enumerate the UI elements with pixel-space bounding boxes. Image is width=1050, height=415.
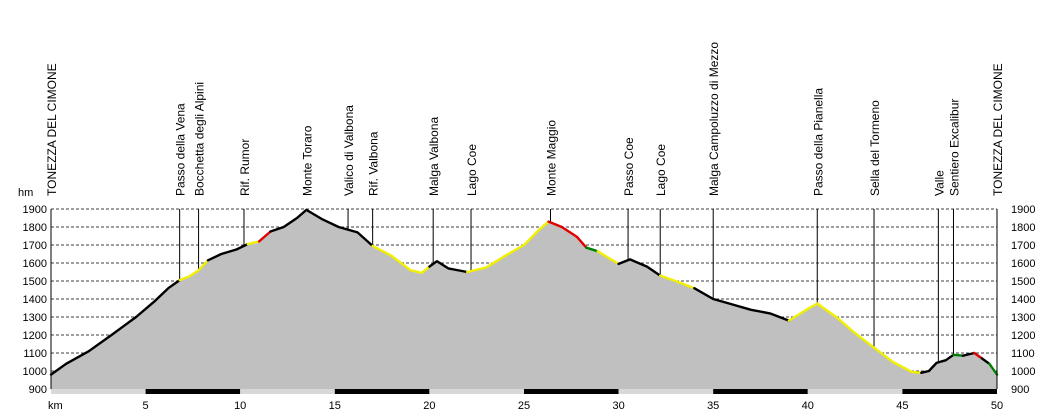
scale-bar-segment: [240, 389, 335, 394]
x-tick-label: 15: [329, 400, 341, 412]
profile-segment-yellow: [466, 220, 550, 274]
profile-segment-black: [920, 353, 955, 374]
y-tick-label-right: 1700: [1011, 240, 1035, 252]
profile-line: [49, 208, 999, 376]
elevation-area: [51, 209, 997, 389]
waypoint-label: Monte Maggio: [544, 120, 558, 196]
profile-segment-black: [49, 278, 181, 376]
y-axis-unit-label: hm: [18, 187, 33, 199]
profile-segment-black: [693, 287, 791, 322]
waypoint-label: Valle: [932, 170, 946, 196]
scale-bar-segment: [713, 389, 808, 394]
y-tick-label-left: 1500: [23, 276, 47, 288]
scale-bar-segment: [524, 389, 619, 394]
x-axis-unit-label: km: [48, 400, 63, 412]
x-tick-label: 35: [707, 400, 719, 412]
profile-segment-yellow: [371, 244, 431, 275]
y-tick-label-left: 1200: [23, 330, 47, 342]
scale-bar-segment: [51, 389, 146, 394]
profile-segment-black: [617, 258, 662, 277]
y-tick-label-left: 1900: [23, 204, 47, 216]
y-tick-label-left: 900: [29, 384, 47, 396]
y-tick-label-right: 1400: [1011, 294, 1035, 306]
y-tick-label-right: 1500: [1011, 276, 1035, 288]
waypoint-label: Passo della Pianella: [811, 88, 825, 196]
x-tick-label: 30: [612, 400, 624, 412]
waypoint-label: Malga Campoluzzo di Mezzo: [707, 42, 721, 196]
profile-segment-green: [952, 353, 965, 357]
y-tick-label-right: 1800: [1011, 222, 1035, 234]
waypoint-label: Lago Coe: [465, 144, 479, 196]
waypoint-label: TONEZZA DEL CIMONE: [45, 63, 59, 196]
y-tick-label-right: 1600: [1011, 258, 1035, 270]
profile-segment-black: [980, 357, 991, 365]
profile-segment-yellow: [787, 302, 923, 374]
y-tick-label-right: 1300: [1011, 312, 1035, 324]
profile-area: [51, 209, 997, 389]
waypoint-label: Valico di Valbona: [342, 105, 356, 196]
profile-segment-black: [961, 351, 976, 357]
y-tick-label-left: 1600: [23, 258, 47, 270]
profile-segment-red: [547, 220, 563, 229]
profile-segment-red: [575, 235, 588, 249]
profile-segment-red: [560, 225, 579, 239]
profile-segment-green: [988, 362, 999, 376]
x-tick-label: 10: [234, 400, 246, 412]
axes: 900 900 1000 1000 1100 1100 1200 1200 1300 1300 14…: [23, 204, 1036, 412]
waypoint-markers: TONEZZA DEL CIMONE Passo della Vena Bocche…: [45, 42, 1005, 363]
waypoint-label: Lago Coe: [654, 144, 668, 196]
y-tick-label-left: 1700: [23, 240, 47, 252]
waypoint-label: Monte Toraro: [300, 125, 314, 196]
scale-bar-segment: [429, 389, 524, 394]
y-tick-label-right: 900: [1011, 384, 1029, 396]
profile-segment-black: [269, 208, 374, 248]
profile-segment-red: [973, 351, 984, 360]
scale-bar-segment: [807, 389, 903, 394]
scale-bar-segment: [334, 389, 430, 394]
profile-segment-yellow: [178, 259, 210, 282]
waypoint-label: TONEZZA DEL CIMONE: [991, 63, 1005, 196]
waypoint-label: Bocchetta degli Alpini: [193, 82, 207, 196]
profile-segment-yellow: [596, 250, 620, 266]
x-tick-label: 5: [143, 400, 149, 412]
waypoint-label: Sella del Tormeno: [868, 100, 882, 196]
y-tick-label-right: 1100: [1011, 348, 1035, 360]
y-tick-label-left: 1800: [23, 222, 47, 234]
waypoint-label: Rif. Rumor: [238, 139, 252, 196]
y-tick-label-right: 1200: [1011, 330, 1035, 342]
waypoint-label: Passo della Vena: [174, 103, 188, 196]
x-tick-label: 25: [518, 400, 530, 412]
waypoint-label: Passo Coe: [622, 137, 636, 196]
profile-segment-black: [428, 260, 469, 274]
profile-segment-yellow: [659, 274, 696, 290]
x-tick-label: 40: [802, 400, 814, 412]
profile-segment-green: [585, 246, 599, 253]
y-tick-label-left: 1400: [23, 294, 47, 306]
x-tick-label: 50: [991, 400, 1003, 412]
y-tick-label-right: 1900: [1011, 204, 1035, 216]
profile-segment-yellow: [246, 240, 261, 246]
scale-bar-segment: [902, 389, 997, 394]
scale-bar-segment: [145, 389, 241, 394]
x-tick-label: 45: [896, 400, 908, 412]
y-tick-label-left: 1000: [23, 366, 47, 378]
profile-segment-black: [206, 242, 249, 262]
y-tick-label-right: 1000: [1011, 366, 1035, 378]
scale-bar-segment: [618, 389, 714, 394]
waypoint-label: Rif. Valbona: [367, 131, 381, 196]
y-tick-label-left: 1100: [23, 348, 47, 360]
x-tick-label: 20: [423, 400, 435, 412]
profile-segment-red: [257, 230, 272, 243]
waypoint-label: Sentiero Excalibur: [947, 99, 961, 196]
y-tick-label-left: 1300: [23, 312, 47, 324]
waypoint-label: Malga Valbona: [427, 117, 441, 196]
